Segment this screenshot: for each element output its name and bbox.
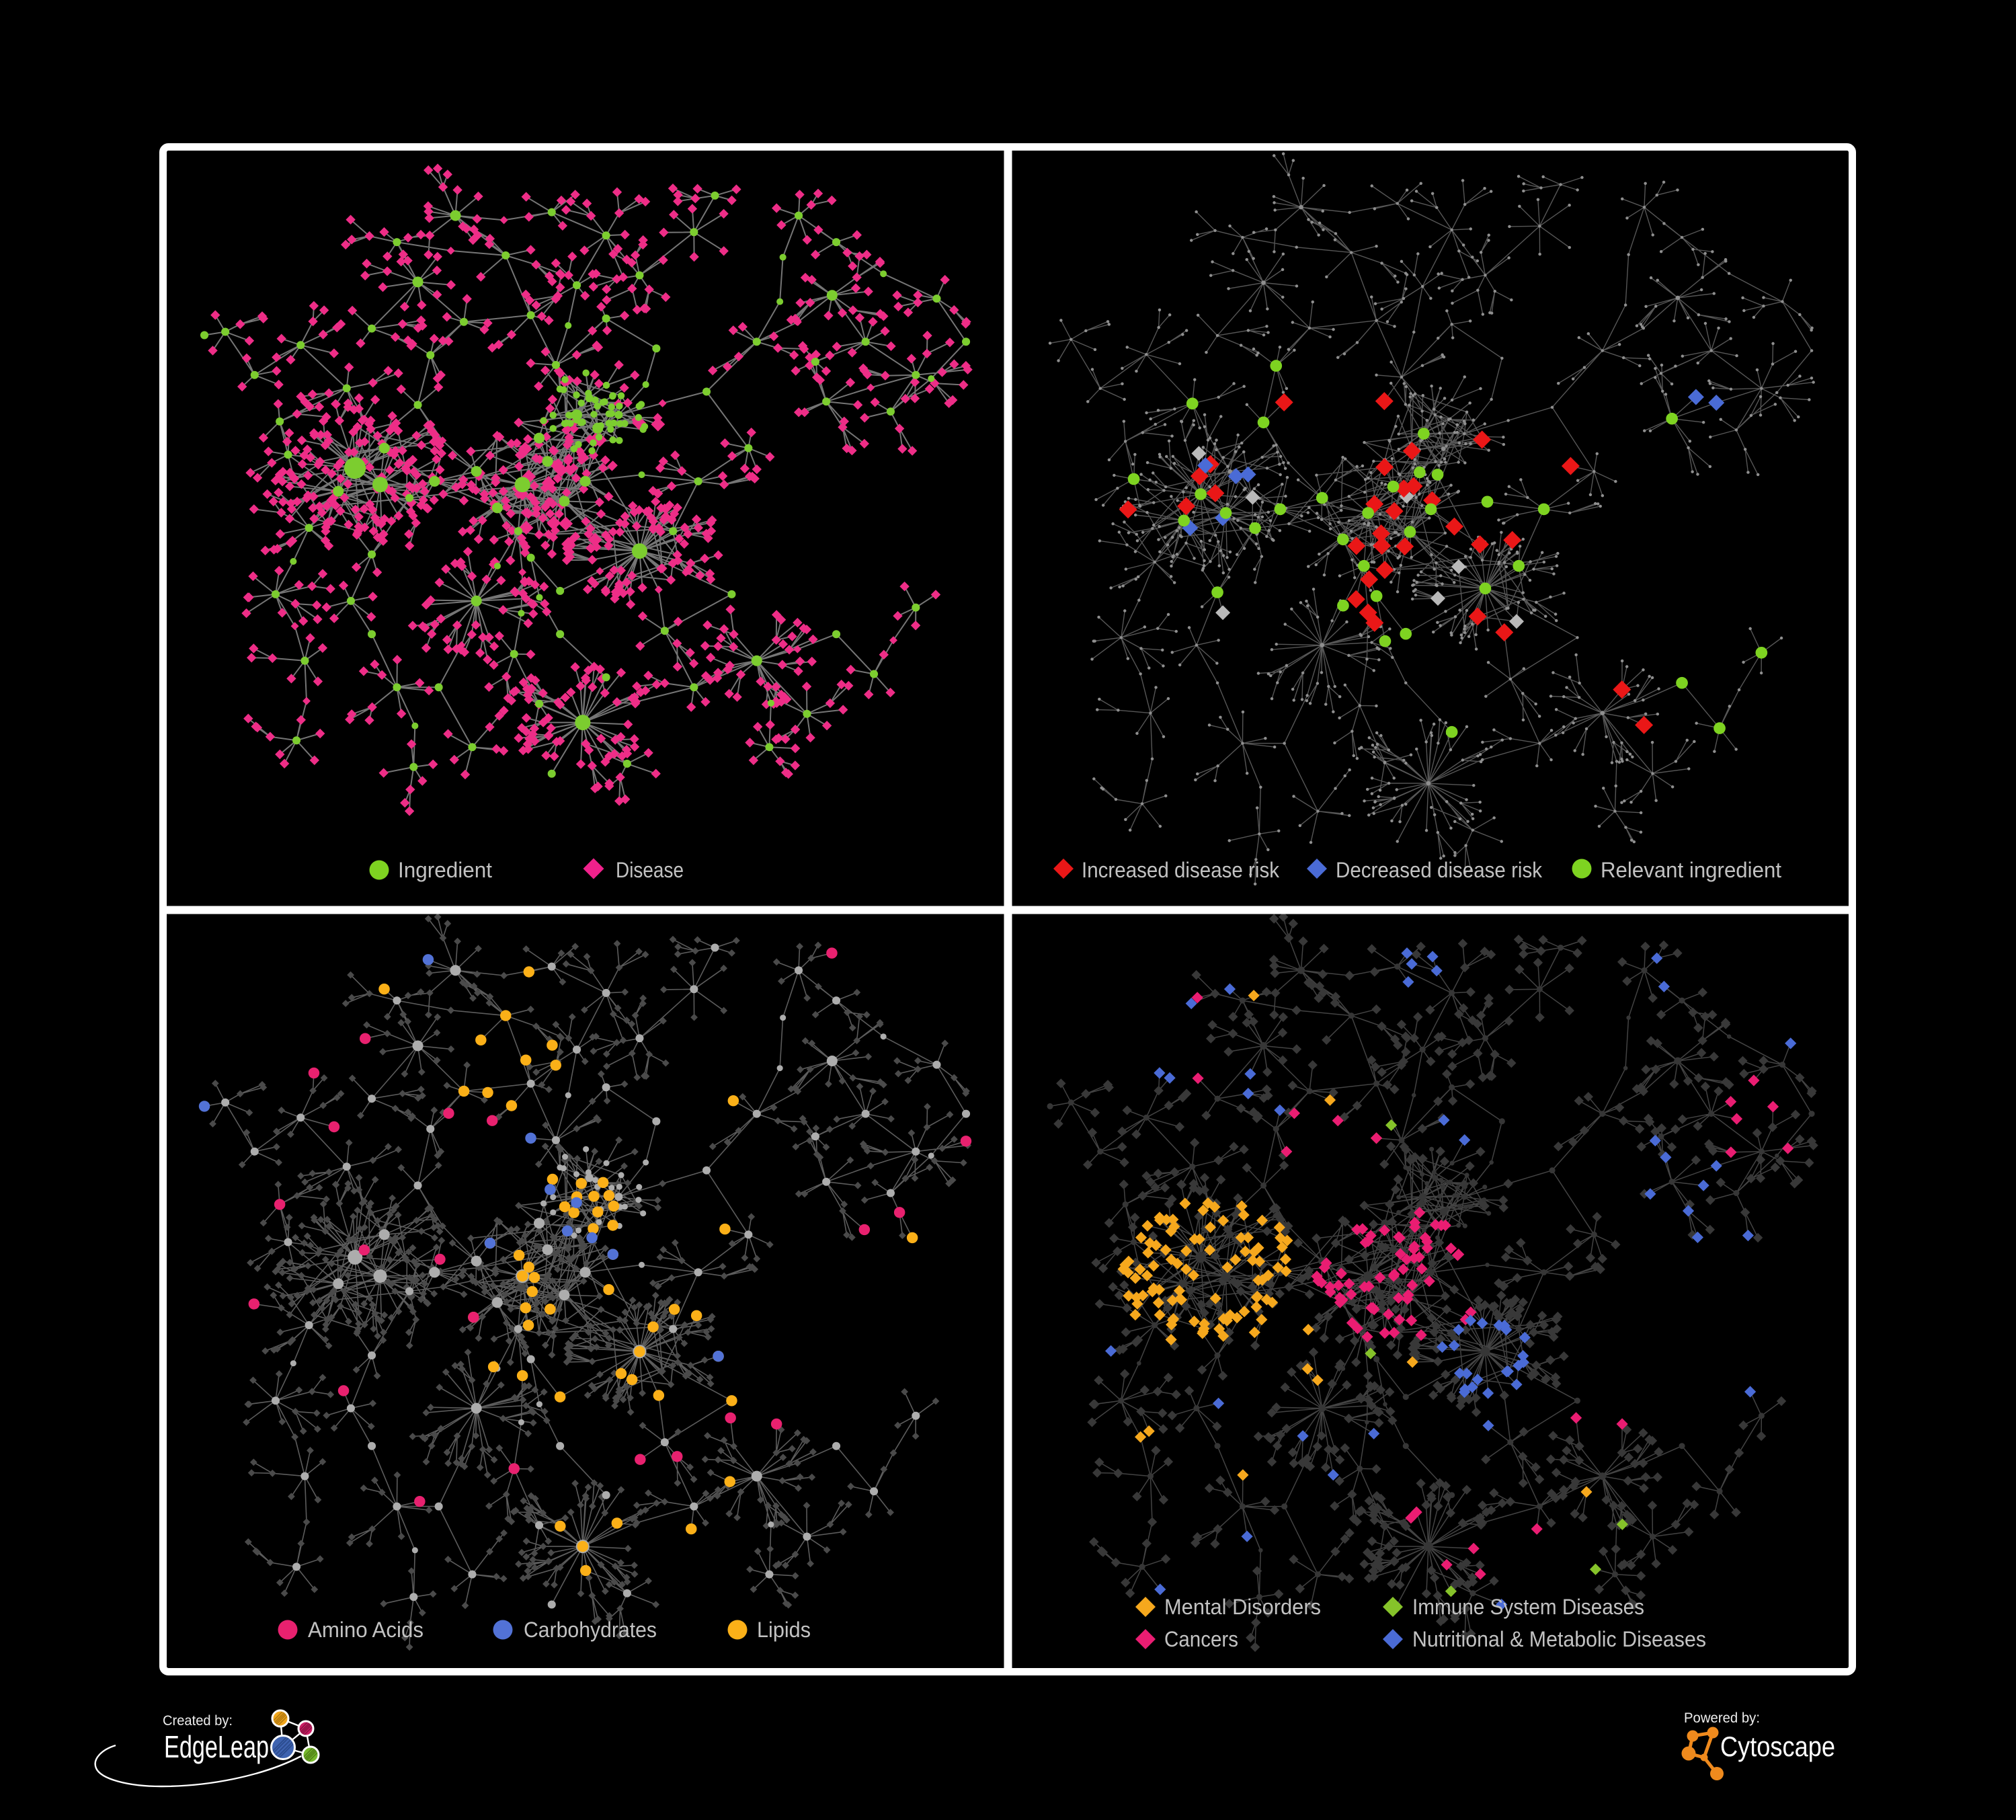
svg-text:Cytoscape: Cytoscape [1720,1731,1835,1762]
svg-text:Relevant ingredient: Relevant ingredient [1601,858,1781,882]
svg-text:Decreased disease risk: Decreased disease risk [1336,858,1543,882]
svg-text:Increased disease risk: Increased disease risk [1082,858,1280,882]
svg-text:Cancers: Cancers [1164,1627,1238,1651]
svg-text:Mental Disorders: Mental Disorders [1164,1595,1321,1619]
svg-text:Ingredient: Ingredient [398,858,492,882]
svg-text:Amino Acids: Amino Acids [308,1618,424,1642]
svg-text:Nutritional & Metabolic Diseas: Nutritional & Metabolic Diseases [1412,1627,1706,1651]
svg-text:Immune System Diseases: Immune System Diseases [1412,1595,1644,1619]
svg-text:Created by:: Created by: [163,1713,233,1729]
svg-text:Disease: Disease [616,858,684,882]
svg-text:EdgeLeap: EdgeLeap [164,1729,269,1764]
svg-text:Powered by:: Powered by: [1684,1710,1760,1726]
svg-text:Lipids: Lipids [757,1618,811,1642]
svg-text:Carbohydrates: Carbohydrates [524,1618,657,1642]
